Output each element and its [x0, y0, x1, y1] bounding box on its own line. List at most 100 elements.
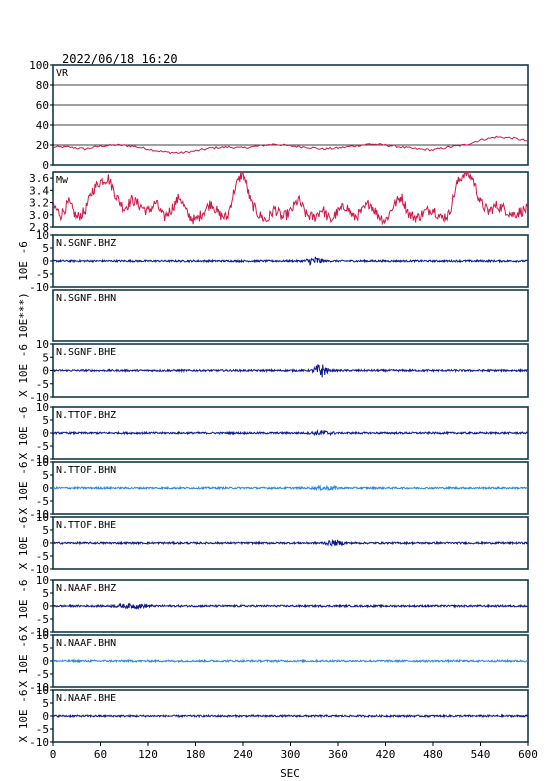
trace-line: [52, 602, 529, 610]
y-tick-label: 5: [42, 524, 49, 537]
y-tick-label: 10: [36, 456, 49, 469]
y-tick-label: 5: [42, 351, 49, 364]
panel-vr: VR 100 80 60 40 20 0: [29, 59, 529, 172]
y-tick-label: 3.6: [29, 172, 49, 185]
y-tick-label: 5: [42, 587, 49, 600]
y-axis-unit-label: 10E***): [17, 292, 30, 338]
y-tick-label: -5: [36, 723, 49, 736]
y-tick-label: 0: [42, 365, 49, 378]
y-tick-label: 40: [36, 119, 49, 132]
trace-line: [52, 658, 529, 664]
panel-title: N.TTOF.BHE: [56, 520, 116, 531]
x-tick-label: 120: [138, 748, 158, 761]
trace-line: [52, 256, 529, 266]
trace-line: [52, 428, 529, 437]
panel-title: N.SGNF.BHN: [56, 293, 116, 304]
panel-title: N.NAAF.BHE: [56, 693, 116, 704]
trace-line: [52, 484, 529, 492]
panel-frame: [52, 171, 529, 228]
x-axis: 0 60 120 180 240 300 360 420 480 540 600: [50, 742, 538, 761]
y-tick-label: 0: [42, 710, 49, 723]
x-tick-label: 60: [94, 748, 107, 761]
y-axis-unit-label: X 10E -6: [17, 690, 30, 743]
y-tick-label: 0: [42, 482, 49, 495]
panel-title: Mw: [56, 175, 69, 186]
x-tick-label: 0: [50, 748, 57, 761]
y-tick-label: 0: [42, 655, 49, 668]
series-line-mw: [52, 170, 529, 226]
panel-title: N.SGNF.BHE: [56, 347, 116, 358]
y-tick-label: 2.8: [29, 221, 49, 234]
panel-title: N.TTOF.BHN: [56, 465, 116, 476]
y-tick-label: -10: [29, 626, 49, 639]
trace-line: [52, 713, 529, 719]
y-axis-unit-label: X 10E -6: [17, 635, 30, 688]
y-tick-label: 3.0: [29, 209, 49, 222]
x-tick-label: 240: [233, 748, 253, 761]
y-tick-label: -10: [29, 681, 49, 694]
y-tick-label: -10: [29, 391, 49, 404]
y-tick-label: -10: [29, 281, 49, 294]
panel-mw: Mw 3.63.43.23.02.8: [29, 170, 529, 234]
y-tick-label: 10: [36, 511, 49, 524]
timestamp-label: 2022/06/18 16:20: [62, 52, 178, 66]
y-axis-unit-label: X 10E -6: [17, 407, 30, 460]
y-tick-label: 10: [36, 229, 49, 242]
x-tick-label: 480: [423, 748, 443, 761]
panel-n-sgnf-bhn: N.SGNF.BHN 10E***): [17, 289, 529, 342]
y-tick-label: 10: [36, 574, 49, 587]
y-tick-label: 5: [42, 697, 49, 710]
panel-title: N.TTOF.BHZ: [56, 410, 116, 421]
y-tick-label: 0: [42, 427, 49, 440]
panel-title: N.NAAF.BHN: [56, 638, 116, 649]
panel-frame: [52, 64, 529, 166]
series-line-vr: [52, 135, 529, 155]
y-tick-label: 5: [42, 642, 49, 655]
panel-title: VR: [56, 68, 69, 79]
y-axis-unit-label: X 10E -6: [17, 462, 30, 515]
y-axis-unit-label: X 10E -6: [17, 580, 30, 633]
y-axis-unit-label: X 10E -6: [17, 517, 30, 570]
panel-group: VR100806040200Mw3.63.43.23.02.8N.SGNF.BH…: [17, 59, 529, 749]
panel-title: N.NAAF.BHZ: [56, 583, 116, 594]
y-tick-label: -10: [29, 563, 49, 576]
y-tick-label: 0: [42, 600, 49, 613]
x-tick-label: 360: [328, 748, 348, 761]
x-tick-label: 420: [376, 748, 396, 761]
y-tick-label: 10: [36, 684, 49, 697]
x-tick-label: 600: [518, 748, 538, 761]
x-tick-label: 540: [471, 748, 491, 761]
y-tick-label: 0: [42, 255, 49, 268]
y-tick-label: -10: [29, 736, 49, 749]
y-tick-label: 3.2: [29, 197, 49, 210]
y-tick-label: -5: [36, 378, 49, 391]
y-tick-label: 3.4: [29, 184, 49, 197]
y-tick-label: 10: [36, 401, 49, 414]
y-tick-label: 10: [36, 629, 49, 642]
x-axis-label: SEC: [280, 767, 300, 780]
trace-line: [52, 538, 529, 547]
y-tick-label: -5: [36, 495, 49, 508]
y-tick-label: 10: [36, 338, 49, 351]
y-axis-unit-label: X 10E -6: [17, 344, 30, 397]
y-tick-label: 60: [36, 99, 49, 112]
x-tick-label: 180: [186, 748, 206, 761]
y-axis-unit-label: 10E -6: [17, 241, 30, 281]
y-tick-label: 5: [42, 242, 49, 255]
y-tick-label: 80: [36, 79, 49, 92]
y-tick-label: -5: [36, 268, 49, 281]
y-tick-label: 5: [42, 414, 49, 427]
panel-frame: [52, 289, 529, 342]
y-tick-label: -10: [29, 453, 49, 466]
y-tick-label: -5: [36, 613, 49, 626]
y-tick-label: 20: [36, 139, 49, 152]
y-tick-label: 100: [29, 59, 49, 72]
